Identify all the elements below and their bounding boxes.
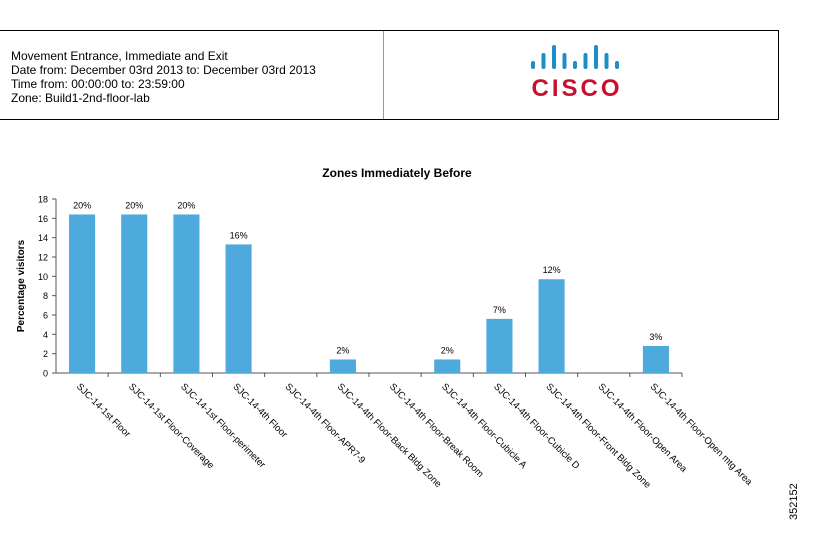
report-zone: Zone: Build1-2nd-floor-lab [11,91,150,105]
y-tick-label: 8 [43,291,48,301]
logo-bar [594,45,598,69]
bar [434,359,461,373]
bar-data-label: 12% [543,265,561,275]
report-header: Movement Entrance, Immediate and Exit Da… [0,30,779,120]
report-time-range: Time from: 00:00:00 to: 23:59:00 [11,77,185,91]
bar [329,359,356,373]
y-tick-label: 14 [38,233,48,243]
cisco-bars-icon [531,45,619,69]
y-tick-label: 2 [43,349,48,359]
y-tick-label: 4 [43,330,48,340]
chart-title: Zones Immediately Before [322,166,472,180]
logo-bar [562,53,567,69]
bar-data-label: 2% [441,345,454,355]
header-divider [383,31,384,119]
bar-data-label: 20% [125,200,143,210]
bar-data-label: 3% [649,332,662,342]
bar [69,214,96,373]
x-tick-label: SJC-14-4th Floor-Break Room [387,381,486,480]
x-tick-label: SJC-14-4th Floor-Open Area [596,381,690,475]
x-tick-label: SJC-14-4th Floor-Cubicle A [439,381,529,471]
bar-data-label: 20% [177,200,195,210]
y-tick-label: 18 [38,195,48,205]
bar-data-label: 7% [493,305,506,315]
logo-bar [541,53,546,69]
figure-id: 352152 [788,483,800,520]
x-tick-label: SJC-14-1st Floor-perimeter [178,381,267,470]
bar [642,345,669,373]
x-tick-label: SJC-14-4th Floor-Open mtg Area [648,381,755,488]
logo-bar [573,61,577,69]
bar [121,214,148,373]
logo-bar [552,45,556,69]
x-tick-label: SJC-14-4th Floor-Cubicle D [491,381,581,471]
x-tick-label: SJC-14-1st Floor-Coverage [126,381,216,471]
bar [225,244,252,373]
x-tick-label: SJC-14-4th Floor-Front Bldg Zone [543,381,652,490]
bar-data-label: 2% [336,345,349,355]
report-info: Movement Entrance, Immediate and Exit Da… [11,49,316,105]
y-tick-label: 6 [43,311,48,321]
cisco-logo: CISCO [527,45,627,105]
x-tick-label: SJC-14-4th Floor [230,381,289,440]
x-tick-label: SJC-14-1st Floor [74,381,133,440]
y-tick-label: 16 [38,214,48,224]
x-tick-label: SJC-14-4th Floor-Back Bldg Zone [335,381,444,490]
bar [538,279,565,373]
logo-bar [615,61,619,69]
bar [486,318,513,373]
logo-bar [604,53,609,69]
bar-chart: Zones Immediately Before Percentage visit… [16,166,755,491]
y-tick-label: 10 [38,272,48,282]
report-title: Movement Entrance, Immediate and Exit [11,49,228,63]
y-axis-label: Percentage visitors [16,239,27,332]
logo-bar [583,53,588,69]
cisco-logo-text: CISCO [531,75,623,102]
y-tick-label: 12 [38,253,48,263]
report-date-range: Date from: December 03rd 2013 to: Decemb… [11,63,316,77]
bar-data-label: 20% [73,200,91,210]
y-tick-label: 0 [43,369,48,379]
bar [173,214,200,373]
bar-data-label: 16% [230,230,248,240]
logo-bar [531,61,535,69]
